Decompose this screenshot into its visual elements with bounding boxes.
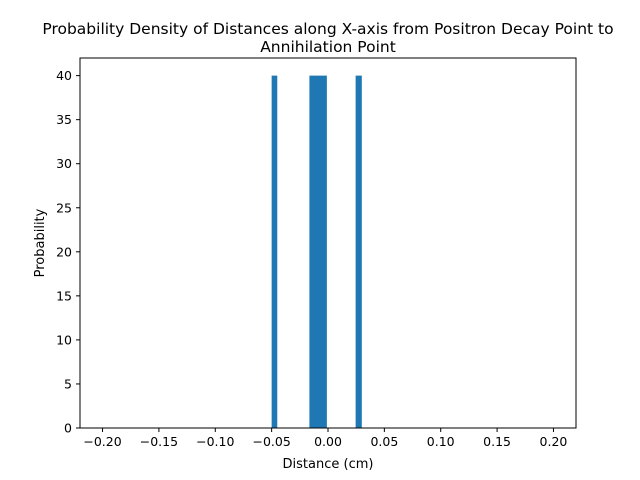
y-tick-label-0: 0 bbox=[64, 421, 72, 436]
y-tick-label-4: 20 bbox=[56, 244, 72, 259]
x-tick-label-1: −0.15 bbox=[140, 434, 178, 449]
histogram-bar-2 bbox=[355, 75, 362, 428]
y-tick-label-5: 25 bbox=[56, 200, 72, 215]
x-tick-label-4: 0.00 bbox=[314, 434, 342, 449]
chart-title-line-2: Annihilation Point bbox=[260, 38, 396, 56]
y-tick-label-1: 5 bbox=[64, 376, 72, 391]
x-axis-ticks: −0.20 −0.15 −0.10 −0.05 0.00 0.05 0.10 0.15 0.20 bbox=[83, 428, 567, 449]
x-tick-label-8: 0.20 bbox=[540, 434, 568, 449]
x-tick-label-7: 0.15 bbox=[483, 434, 511, 449]
y-tick-label-2: 10 bbox=[56, 332, 72, 347]
histogram-bar-0 bbox=[271, 75, 278, 428]
x-tick-label-6: 0.10 bbox=[427, 434, 455, 449]
x-tick-label-3: −0.05 bbox=[252, 434, 290, 449]
y-tick-label-3: 15 bbox=[56, 288, 72, 303]
plot-area-frame bbox=[79, 57, 577, 429]
y-axis-label: Probability bbox=[33, 208, 48, 277]
y-tick-label-7: 35 bbox=[56, 112, 72, 127]
bars-layer bbox=[271, 75, 362, 428]
x-tick-label-0: −0.20 bbox=[83, 434, 121, 449]
x-tick-label-5: 0.05 bbox=[370, 434, 398, 449]
y-tick-label-6: 30 bbox=[56, 156, 72, 171]
histogram-bar-1 bbox=[309, 75, 327, 428]
x-tick-label-2: −0.10 bbox=[196, 434, 234, 449]
chart-title-line-1: Probability Density of Distances along X… bbox=[42, 20, 613, 38]
y-tick-label-8: 40 bbox=[56, 68, 72, 83]
y-axis-ticks: 0 5 10 15 20 25 30 35 40 bbox=[56, 68, 80, 436]
x-axis-label: Distance (cm) bbox=[283, 457, 374, 472]
